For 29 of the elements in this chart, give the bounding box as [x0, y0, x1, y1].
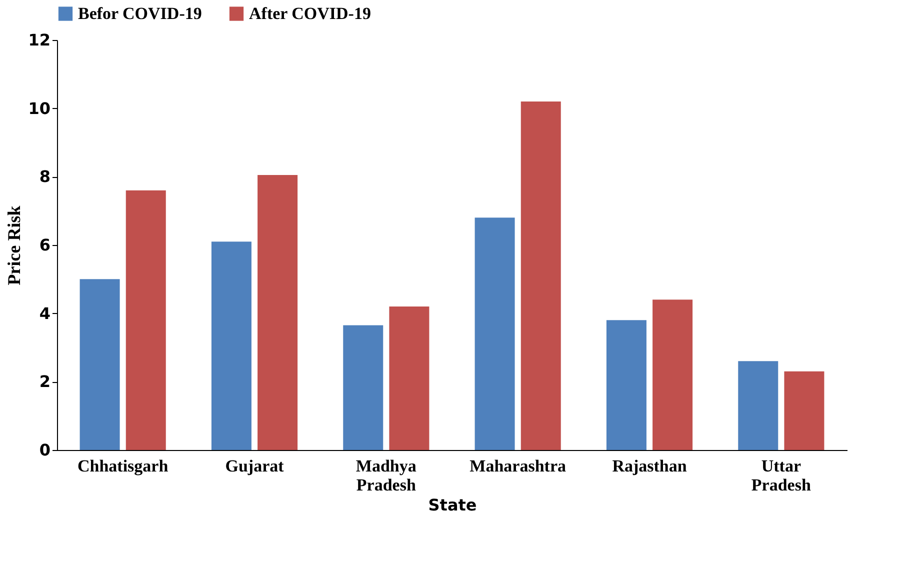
bar [784, 371, 824, 450]
bar [211, 242, 252, 450]
bar [606, 320, 646, 450]
y-tick-label: 2 [39, 372, 50, 392]
bar [474, 218, 515, 450]
bar [343, 325, 384, 450]
x-tick-label: Madhya Pradesh [356, 456, 417, 494]
x-tick-label: Rajasthan [612, 456, 688, 476]
legend-label: After COVID-19 [249, 4, 371, 23]
x-tick-label: Uttar Pradesh [751, 456, 812, 494]
x-tick-label: Maharashtra [470, 456, 566, 476]
bar [738, 361, 778, 450]
bar [652, 300, 693, 450]
legend-label: Befor COVID-19 [78, 4, 202, 23]
bar [258, 174, 298, 450]
y-tick-label: 0 [39, 440, 50, 460]
y-tick-label: 4 [39, 304, 50, 323]
bar [520, 102, 561, 450]
y-axis-title: Price Risk [4, 206, 24, 286]
y-tick-label: 10 [28, 98, 50, 118]
y-tick-label: 12 [28, 30, 50, 50]
bar [126, 190, 166, 450]
bar [389, 306, 430, 450]
y-tick-label: 6 [39, 236, 50, 254]
bar [80, 279, 120, 450]
x-axis-title: State [428, 496, 477, 514]
x-tick-label: Chhatisgarh [77, 456, 169, 476]
y-tick-label: 8 [39, 167, 50, 186]
x-tick-label: Gujarat [225, 456, 284, 476]
